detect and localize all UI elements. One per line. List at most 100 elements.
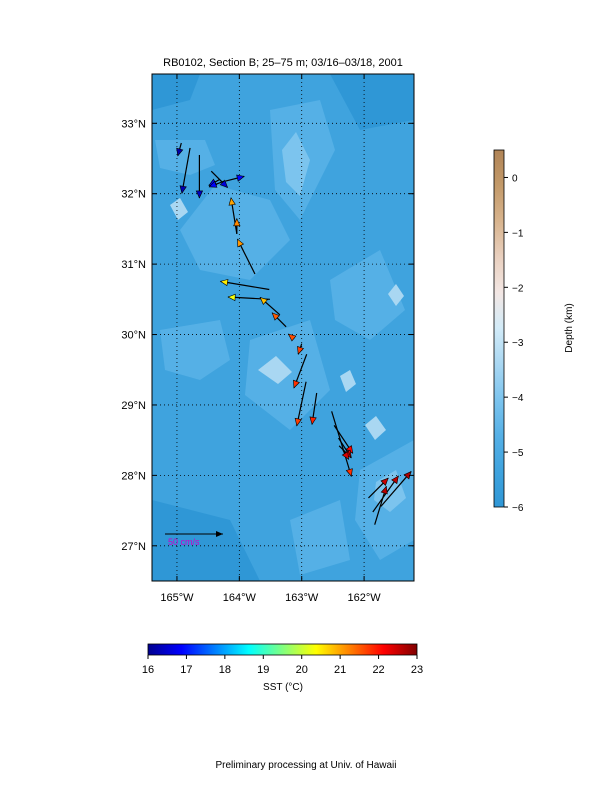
sst-colorbar: 16 17 18 19 20 21 22 23 SST (°C) xyxy=(142,643,423,693)
sst-tick-label: 23 xyxy=(411,664,423,676)
seamount-patch xyxy=(330,74,414,130)
velocity-vectors xyxy=(176,142,412,525)
velocity-vector-shaft xyxy=(220,280,270,291)
sst-tick-label: 16 xyxy=(142,664,154,676)
x-tick-label: 164°W xyxy=(223,592,257,604)
velocity-vector xyxy=(372,475,399,513)
depth-colorbar-fill xyxy=(493,149,505,508)
velocity-vector xyxy=(294,381,307,427)
sst-tick-label: 19 xyxy=(257,664,269,676)
velocity-vector-head xyxy=(380,477,389,486)
velocity-vector-head xyxy=(237,238,245,248)
velocity-vector-shaft xyxy=(296,381,307,426)
velocity-vector-head xyxy=(176,147,184,157)
sst-tick-label: 18 xyxy=(219,664,231,676)
velocity-vector-shaft xyxy=(380,471,412,507)
velocity-vector-head xyxy=(228,197,236,206)
velocity-vector xyxy=(287,333,297,342)
depth-tick-label: 0 xyxy=(512,173,518,184)
sst-colorbar-ticks: 16 17 18 19 20 21 22 23 xyxy=(142,655,423,676)
scale-arrow-label: 50 cm/s xyxy=(168,537,200,547)
velocity-vector xyxy=(341,449,350,460)
depth-colorbar-ticks: 0 −1 −2 −3 −4 −5 −6 xyxy=(504,173,524,514)
velocity-vector xyxy=(208,180,225,188)
velocity-vector-head xyxy=(294,417,302,427)
velocity-vector-head xyxy=(287,333,297,342)
velocity-vector-head xyxy=(341,451,350,460)
y-tick-label: 27°N xyxy=(121,541,146,553)
footer-note: Preliminary processing at Univ. of Hawai… xyxy=(216,760,397,771)
velocity-vector-shaft xyxy=(181,147,191,194)
velocity-vector-head xyxy=(271,312,280,321)
velocity-vector xyxy=(195,154,204,199)
velocity-vector-head xyxy=(236,174,245,182)
seamount-patch xyxy=(170,198,188,220)
sst-colorbar-fill xyxy=(147,643,418,656)
seamount-patch xyxy=(160,320,230,380)
map-panel: 50 cm/s 165°W 164°W 163°W 162°W 27°N 28°N 29°… xyxy=(121,73,415,604)
map-grid xyxy=(152,74,414,581)
velocity-vector-head xyxy=(391,475,399,485)
sst-tick-label: 22 xyxy=(372,664,384,676)
seamount-patch xyxy=(388,284,404,306)
y-tick-label: 31°N xyxy=(121,259,146,271)
map-y-axis: 27°N 28°N 29°N 30°N 31°N 32°N 33°N xyxy=(121,118,414,553)
seamount-patch xyxy=(152,500,260,581)
map-frame xyxy=(151,73,415,582)
velocity-vector xyxy=(219,278,270,291)
velocity-vector-head xyxy=(233,218,241,227)
scale-arrow: 50 cm/s xyxy=(165,531,223,547)
seamount-patch xyxy=(258,356,292,384)
y-tick-label: 28°N xyxy=(121,470,146,482)
depth-tick-label: −2 xyxy=(512,283,524,294)
velocity-vector-head xyxy=(195,190,204,199)
depth-tick-label: −4 xyxy=(512,393,524,404)
velocity-vector xyxy=(271,312,287,328)
velocity-vector xyxy=(374,485,388,525)
velocity-vector xyxy=(236,238,256,275)
seamount-patch xyxy=(152,74,200,110)
sst-tick-label: 20 xyxy=(296,664,308,676)
depth-tick-label: −3 xyxy=(512,338,524,349)
x-tick-label: 162°W xyxy=(348,592,382,604)
velocity-vector xyxy=(228,197,238,234)
velocity-vector-head xyxy=(297,346,305,355)
seamount-patch xyxy=(282,132,310,196)
velocity-vector-head xyxy=(219,278,229,287)
chart-title: RB0102, Section B; 25–75 m; 03/16–03/18,… xyxy=(163,57,403,69)
velocity-vector-head xyxy=(219,179,229,188)
velocity-vector-head xyxy=(227,293,236,302)
velocity-vector-shaft xyxy=(372,475,399,513)
y-tick-label: 33°N xyxy=(121,118,146,130)
velocity-vector xyxy=(259,296,281,316)
sst-tick-label: 21 xyxy=(334,664,346,676)
sst-tick-label: 17 xyxy=(180,664,192,676)
seamount-patch xyxy=(340,370,356,392)
velocity-vector xyxy=(225,174,245,182)
x-tick-label: 165°W xyxy=(160,592,194,604)
seamount-patch xyxy=(365,416,386,440)
seamount-patch xyxy=(330,250,405,340)
velocity-vector xyxy=(176,142,184,157)
velocity-vector xyxy=(309,392,318,426)
depth-tick-label: −1 xyxy=(512,228,524,239)
velocity-vector xyxy=(210,170,229,188)
velocity-vector-head xyxy=(380,485,388,495)
seamount-patch xyxy=(290,500,350,575)
depth-tick-label: −5 xyxy=(512,448,524,459)
velocity-vector xyxy=(297,343,305,355)
scale-arrow-head xyxy=(216,531,223,537)
depth-colorbar: 0 −1 −2 −3 −4 −5 −6 Depth (km) xyxy=(493,149,575,514)
seamount-patch xyxy=(180,185,290,280)
x-tick-label: 163°W xyxy=(285,592,319,604)
velocity-vector-head xyxy=(259,296,269,306)
bathymetry-contours xyxy=(152,74,414,581)
velocity-vector xyxy=(233,218,241,234)
velocity-vector-head xyxy=(293,379,300,389)
velocity-vector xyxy=(368,477,389,499)
velocity-vector-head xyxy=(179,185,187,194)
y-tick-label: 30°N xyxy=(121,330,146,342)
sst-colorbar-label: SST (°C) xyxy=(263,682,303,693)
depth-colorbar-label: Depth (km) xyxy=(564,303,575,352)
velocity-vector-head xyxy=(208,180,218,188)
